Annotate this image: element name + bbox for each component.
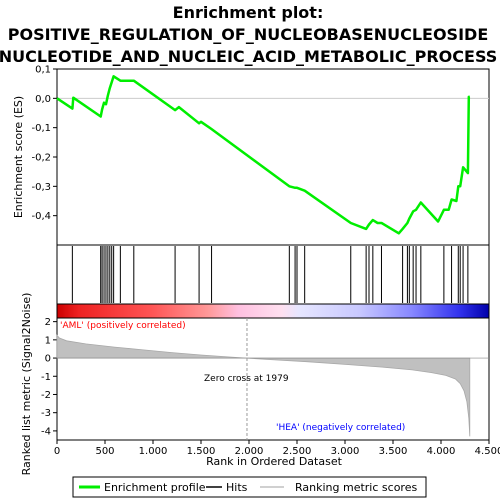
legend-enrichment-label: Enrichment profile bbox=[104, 481, 206, 494]
x-axis-title: Rank in Ordered Dataset bbox=[206, 455, 343, 468]
es-y-tick-label: -0,4 bbox=[31, 211, 51, 222]
es-y-tick-label: -0,3 bbox=[31, 182, 51, 193]
es-y-tick-label: 0,1 bbox=[35, 65, 51, 76]
chart-title-line-1: Enrichment plot: bbox=[173, 3, 324, 22]
x-tick-label: 4.500 bbox=[475, 446, 500, 457]
x-tick-label: 3.000 bbox=[331, 446, 360, 457]
ranked-y-axis-title: Ranked list metric (Signal2Noise) bbox=[20, 293, 33, 476]
ranked-y-tick-label: -2 bbox=[41, 390, 51, 401]
legend: Enrichment profile Hits Ranking metric s… bbox=[72, 476, 427, 498]
legend-hits-label: Hits bbox=[226, 481, 248, 494]
x-tick-label: 3.500 bbox=[379, 446, 408, 457]
es-y-tick-label: -0,2 bbox=[31, 153, 51, 164]
legend-box bbox=[72, 476, 427, 498]
x-tick-label: 0 bbox=[54, 446, 60, 457]
x-tick-label: 1.000 bbox=[139, 446, 168, 457]
enrichment-profile-line bbox=[56, 75, 471, 235]
ranked-y-tick-label: -1 bbox=[41, 372, 51, 383]
ranked-panel-frame bbox=[56, 317, 490, 441]
zero-cross-label: Zero cross at 1979 bbox=[204, 374, 289, 384]
ranked-y-tick-label: -3 bbox=[41, 408, 51, 419]
ranked-y-tick-label: 0 bbox=[45, 354, 51, 365]
ranked-y-tick-label: 1 bbox=[45, 335, 51, 346]
x-tick-label: 2.000 bbox=[235, 446, 264, 457]
x-tick-label: 2.500 bbox=[283, 446, 312, 457]
legend-ranking-label: Ranking metric scores bbox=[295, 481, 417, 494]
ranking-metric-area bbox=[56, 334, 471, 437]
ranked-y-tick-label: -4 bbox=[41, 426, 51, 437]
hits-panel-frame bbox=[56, 244, 490, 305]
pos-correlation-label: 'AML' (positively correlated) bbox=[60, 321, 186, 331]
neg-correlation-label: 'HEA' (negatively correlated) bbox=[276, 423, 405, 433]
chart-title-line-3: NUCLEOTIDE_AND_NUCLEIC_ACID_METABOLIC_PR… bbox=[0, 47, 497, 66]
es-y-tick-label: 0,0 bbox=[35, 94, 51, 105]
es-y-axis-title: Enrichment score (ES) bbox=[12, 96, 25, 218]
es-panel-frame bbox=[56, 68, 490, 246]
x-tick-label: 500 bbox=[95, 446, 114, 457]
ranked-y-tick-label: 2 bbox=[45, 317, 51, 328]
ranking-color-bar bbox=[56, 303, 490, 319]
x-tick-label: 1.500 bbox=[187, 446, 216, 457]
x-tick-label: 4.000 bbox=[427, 446, 456, 457]
chart-title-line-2: POSITIVE_REGULATION_OF_NUCLEOBASENUCLEOS… bbox=[8, 25, 489, 44]
es-y-tick-label: -0,1 bbox=[31, 123, 51, 134]
